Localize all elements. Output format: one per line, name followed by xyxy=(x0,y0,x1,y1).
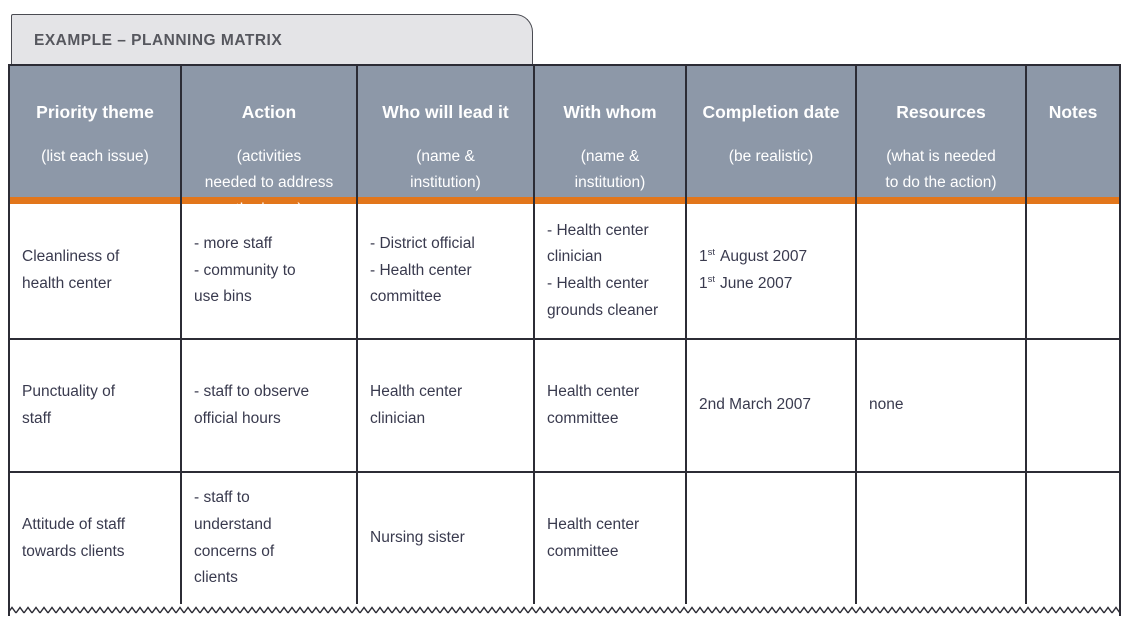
cell-lead: - District official - Health center comm… xyxy=(358,204,535,338)
cell-resources xyxy=(857,473,1027,604)
header-notes: Notes xyxy=(1048,102,1098,122)
cell-with-whom: Health center committee xyxy=(535,473,687,604)
cell-resources: none xyxy=(857,340,1027,471)
cell-completion-date: 1st August 2007 1st June 2007 xyxy=(687,204,857,338)
torn-edge-zigzag xyxy=(8,604,1121,616)
cell-resources xyxy=(857,204,1027,338)
cell-notes xyxy=(1027,473,1119,604)
header-resources: Resources (what is needed to do the acti… xyxy=(857,66,1027,242)
header-action: Action (activities needed to address the… xyxy=(182,66,358,242)
header-priority-theme: Priority theme (list each issue) xyxy=(10,66,182,242)
table-row: Attitude of staff towards clients - staf… xyxy=(10,471,1119,604)
completion-date-line: 1st June 2007 xyxy=(699,273,793,292)
cell-with-whom: Health center committee xyxy=(535,340,687,471)
cell-notes xyxy=(1027,204,1119,338)
table-header-row: Priority theme (list each issue) Action … xyxy=(10,66,1119,242)
header-with-whom: With whom (name & institution) xyxy=(535,66,687,242)
header-who-will-lead: Who will lead it (name & institution) xyxy=(358,66,535,242)
table-row: Cleanliness of health center - more staf… xyxy=(10,204,1119,338)
cell-notes xyxy=(1027,340,1119,471)
cell-priority: Cleanliness of health center xyxy=(10,204,182,338)
planning-matrix-table: Priority theme (list each issue) Action … xyxy=(8,64,1121,616)
completion-date-line: 1st August 2007 xyxy=(699,247,808,266)
cell-completion-date xyxy=(687,473,857,604)
header-completion-date: Completion date (be realistic) xyxy=(687,66,857,242)
table-row: Punctuality of staff - staff to observe … xyxy=(10,338,1119,471)
cell-completion-date: 2nd March 2007 xyxy=(687,340,857,471)
example-tab-label: EXAMPLE – PLANNING MATRIX xyxy=(34,31,283,49)
cell-action: - staff to observe official hours xyxy=(182,340,358,471)
cell-action: - staff to understand concerns of client… xyxy=(182,473,358,604)
cell-priority: Attitude of staff towards clients xyxy=(10,473,182,604)
cell-priority: Punctuality of staff xyxy=(10,340,182,471)
cell-action: - more staff - community to use bins xyxy=(182,204,358,338)
cell-with-whom: - Health center clinician - Health cente… xyxy=(535,204,687,338)
cell-lead: Health center clinician xyxy=(358,340,535,471)
cell-lead: Nursing sister xyxy=(358,473,535,604)
example-tab: EXAMPLE – PLANNING MATRIX xyxy=(11,14,533,66)
orange-divider xyxy=(10,197,1119,204)
